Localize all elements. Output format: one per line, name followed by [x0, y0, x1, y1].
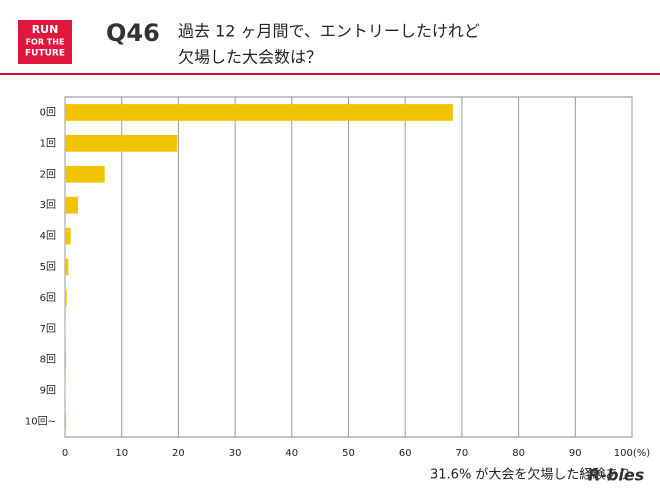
brand-badge [18, 20, 72, 64]
bar [65, 382, 66, 399]
x-tick-label: 60 [399, 448, 412, 459]
y-tick-label: 9回 [40, 385, 56, 397]
bar [65, 258, 69, 276]
footer-logo: R-bies [588, 466, 644, 485]
annotation: 31.6% が大会を欠場した経験あり [430, 467, 631, 483]
brand-text: FUTURE [25, 49, 65, 59]
bar [65, 289, 67, 307]
x-tick-label: 20 [172, 448, 185, 459]
x-tick-label: 40 [285, 448, 298, 459]
bar [65, 413, 67, 430]
y-tick-label: 2回 [40, 168, 56, 180]
x-tick-label: 100(%) [614, 448, 650, 459]
brand-text: RUN [32, 23, 59, 36]
bar [65, 320, 66, 338]
y-tick-label: 7回 [40, 323, 56, 335]
chart-title: 欠場した大会数は？ [178, 48, 322, 67]
x-tick-label: 10 [115, 448, 128, 459]
y-tick-label: 3回 [40, 199, 56, 211]
chart-title: 過去 12 ヶ月間で、エントリーしたけれど [178, 22, 480, 41]
x-tick-label: 0 [62, 448, 68, 459]
bar [65, 227, 71, 245]
y-tick-label: 10回~ [25, 416, 56, 428]
x-tick-label: 90 [569, 448, 582, 459]
x-tick-label: 30 [229, 448, 242, 459]
brand-text: FOR THE [26, 38, 65, 47]
y-tick-label: 0回 [40, 106, 56, 118]
bar [65, 135, 178, 152]
y-tick-label: 1回 [40, 137, 56, 149]
question-number: Q46 [106, 19, 160, 47]
bar [65, 351, 67, 369]
bar [65, 165, 105, 183]
bar [65, 104, 453, 121]
x-tick-label: 80 [512, 448, 525, 459]
bar [65, 196, 79, 214]
y-tick-label: 6回 [40, 292, 56, 304]
y-tick-label: 8回 [40, 354, 56, 366]
x-tick-label: 70 [456, 448, 469, 459]
y-tick-label: 4回 [40, 230, 56, 242]
y-tick-label: 5回 [40, 261, 56, 273]
x-tick-label: 50 [342, 448, 355, 459]
